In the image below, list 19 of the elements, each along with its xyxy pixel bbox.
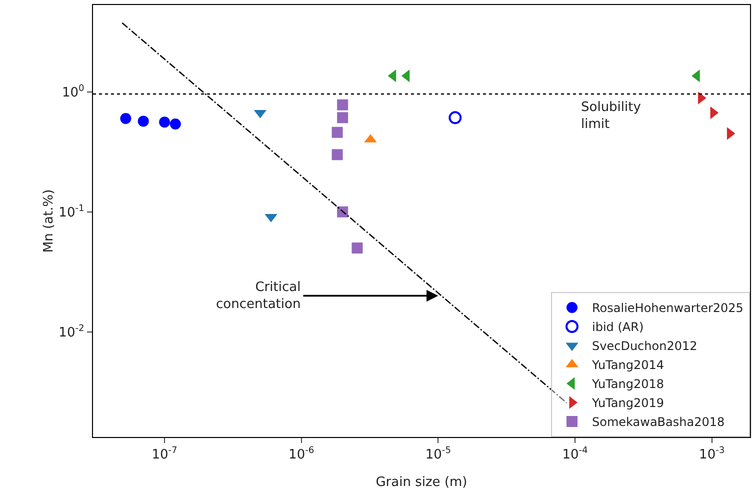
legend-label: ibid (AR) [592, 320, 644, 334]
legend-label: YuTang2019 [591, 396, 664, 410]
y-tick-label: 10$^{-2}$ [58, 324, 84, 340]
x-tick-label: 10$^{-7}$ [152, 446, 178, 463]
legend-label: SvecDuchon2012 [592, 339, 698, 354]
legend-label: SomekawaBasha2018 [592, 415, 725, 430]
y-axis-title: Mn (at.%) [42, 189, 57, 253]
y-tick-label: 10$^{-1}$ [58, 204, 84, 220]
ref-line-label: Solubility limit [581, 100, 642, 132]
x-axis-title: Grain size (m) [376, 475, 468, 490]
legend-label: YuTang2014 [591, 358, 664, 372]
legend-label: RosalieHohenwarter2025 [592, 301, 744, 316]
annotation: Critical concentation [216, 280, 301, 312]
x-tick-label: 10$^{-6}$ [288, 446, 314, 463]
legend-label: YuTang2018 [591, 377, 664, 392]
x-tick-label: 10$^{-4}$ [562, 446, 588, 463]
y-tick-label: 10$^{0}$ [62, 84, 85, 100]
x-tick-label: 10$^{-5}$ [425, 446, 452, 463]
x-tick-label: 10$^{-3}$ [699, 446, 725, 463]
